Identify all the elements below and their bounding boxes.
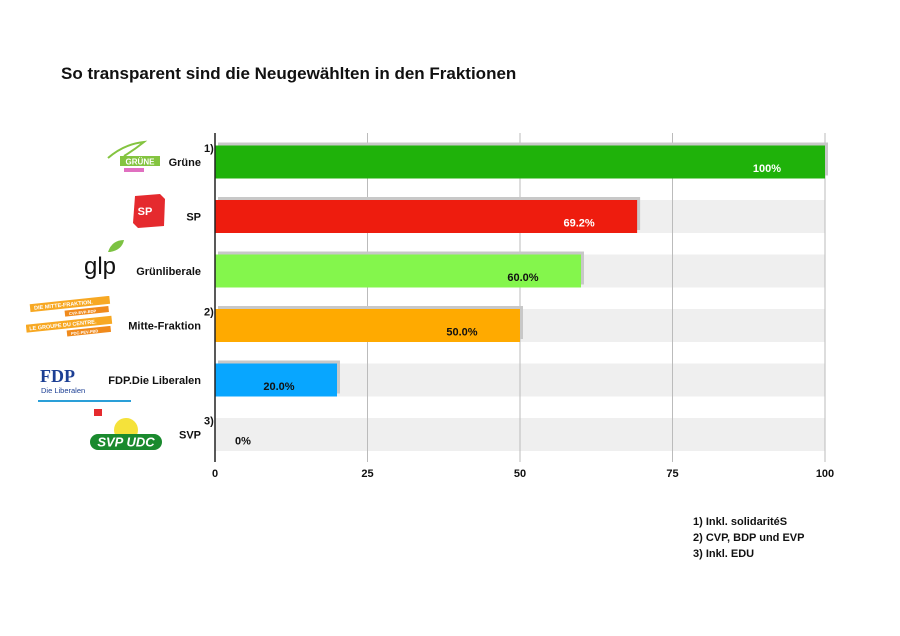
x-tick-label: 0 [212, 468, 218, 480]
category-note: 2) [204, 307, 214, 319]
bar [215, 309, 520, 342]
svg-text:SVP UDC: SVP UDC [97, 435, 155, 450]
svg-text:Die Liberalen: Die Liberalen [41, 386, 85, 395]
x-tick-label: 75 [666, 468, 678, 480]
bar [215, 200, 638, 233]
data-label: 50.0% [446, 327, 477, 339]
category-label: Grünliberale [136, 266, 201, 278]
category-label: FDP.Die Liberalen [108, 375, 201, 387]
data-label: 100% [753, 163, 781, 175]
svg-text:FDP: FDP [40, 366, 75, 386]
svg-text:SP: SP [138, 206, 153, 218]
svg-text:glp: glp [84, 253, 116, 280]
category-label: Mitte-Fraktion [128, 321, 201, 333]
footnote-2: 2) CVP, BDP und EVP [693, 532, 805, 544]
fdp-logo: FDP Die Liberalen [38, 364, 133, 404]
footnote-3: 3) Inkl. EDU [693, 548, 755, 560]
category-label: SP [186, 212, 201, 224]
mitte-logo: DIE MITTE-FRAKTION. CVP-EVP-BDP LE GROUP… [25, 295, 116, 352]
x-tick-label: 50 [514, 468, 526, 480]
bar [215, 254, 581, 288]
data-label: 0% [235, 436, 251, 448]
svp-logo: SVP UDC [88, 408, 164, 452]
data-label: 60.0% [507, 272, 538, 284]
svg-text:GRÜNE: GRÜNE [126, 158, 156, 167]
category-note: 1) [204, 143, 214, 155]
bar [215, 145, 825, 179]
chart-title: So transparent sind die Neugewählten in … [61, 64, 517, 83]
gruene-logo: GRÜNE [104, 140, 164, 176]
x-tick-label: 25 [361, 468, 373, 480]
category-note: 3) [204, 416, 214, 428]
glp-logo: glp [82, 238, 124, 286]
bar [215, 363, 337, 397]
footnote-1: 1) Inkl. solidaritéS [693, 516, 788, 528]
sp-logo: SP [132, 193, 166, 229]
category-label: Grüne [169, 157, 201, 169]
data-label: 20.0% [263, 381, 294, 393]
svg-text:CVP-EVP-BDP: CVP-EVP-BDP [69, 308, 97, 316]
category-label: SVP [179, 430, 201, 442]
x-tick-label: 100 [816, 468, 834, 480]
data-label: 69.2% [564, 218, 595, 230]
svg-text:PDC-PEV-PBD: PDC-PEV-PBD [71, 328, 99, 336]
